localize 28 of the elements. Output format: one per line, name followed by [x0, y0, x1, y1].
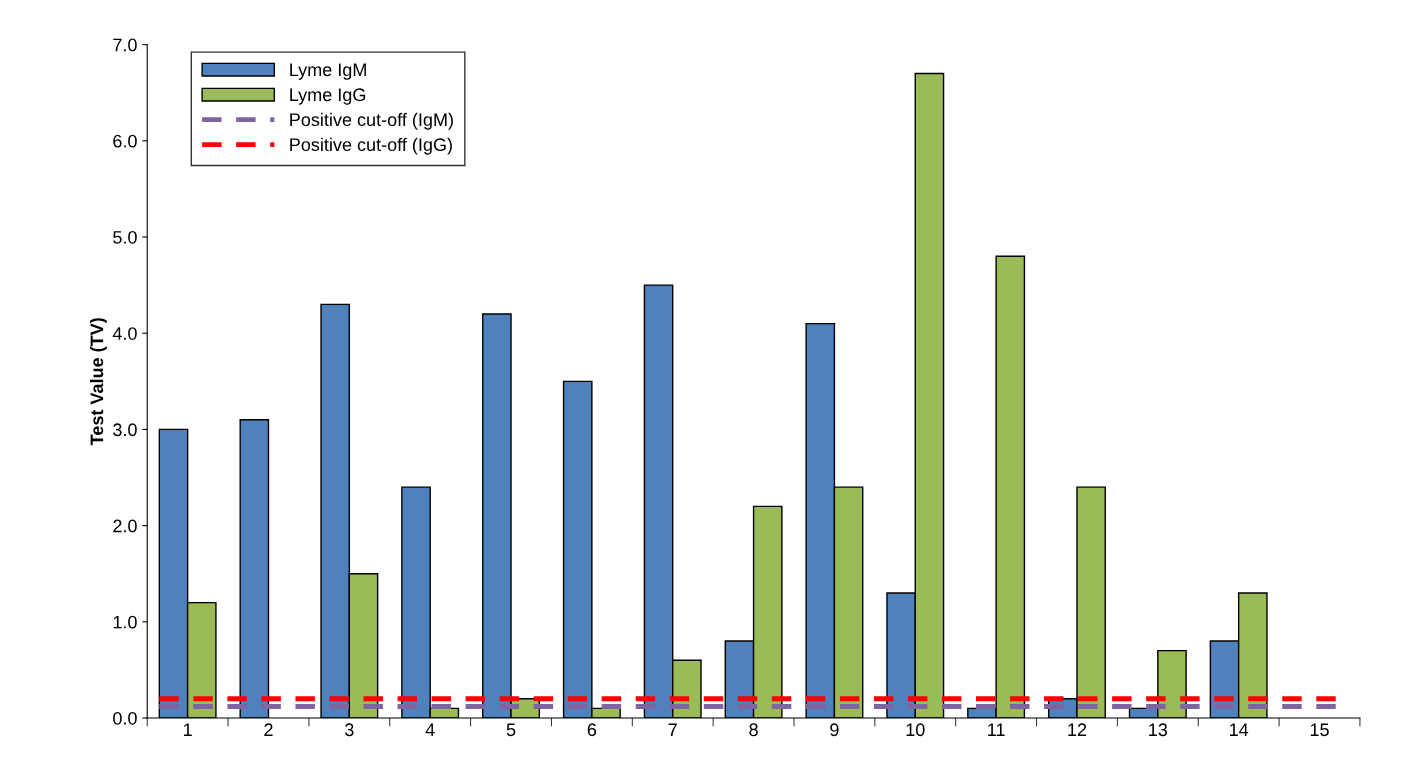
legend-label: Positive cut-off (IgM): [290, 112, 453, 130]
y-tick-label: 2.0: [113, 519, 137, 533]
x-tick-label: 4: [425, 723, 435, 736]
x-tick-label: 14: [1230, 723, 1249, 736]
legend-label: Positive cut-off (IgG): [290, 137, 452, 155]
x-tick-label: 5: [506, 723, 516, 737]
y-tick-label: 5.0: [113, 230, 137, 244]
x-tick-label: 9: [830, 723, 839, 737]
y-tick-label: 6.0: [113, 134, 137, 148]
x-tick-label: 1: [183, 723, 192, 736]
y-tick-label: 4.0: [112, 327, 137, 340]
y-tick-label: 7.0: [113, 38, 137, 52]
y-axis-title: Test Value (TV): [90, 318, 107, 446]
x-tick-label: 8: [749, 723, 758, 737]
x-tick-label: 2: [264, 723, 273, 736]
legend-label: Lyme IgM: [290, 63, 366, 80]
x-tick-label: 12: [1068, 723, 1087, 736]
x-tick-label: 13: [1149, 723, 1168, 737]
x-tick-label: 7: [668, 723, 677, 736]
x-tick-label: 3: [345, 723, 354, 737]
y-tick-label: 0.0: [113, 711, 137, 725]
x-tick-label: 11: [988, 723, 1005, 736]
x-tick-label: 6: [587, 723, 597, 737]
legend-label: Lyme IgG: [290, 88, 366, 105]
y-tick-label: 3.0: [113, 423, 137, 437]
y-tick-label: 1.0: [113, 615, 137, 629]
x-tick-label: 10: [906, 723, 925, 737]
x-tick-label: 15: [1310, 723, 1329, 737]
